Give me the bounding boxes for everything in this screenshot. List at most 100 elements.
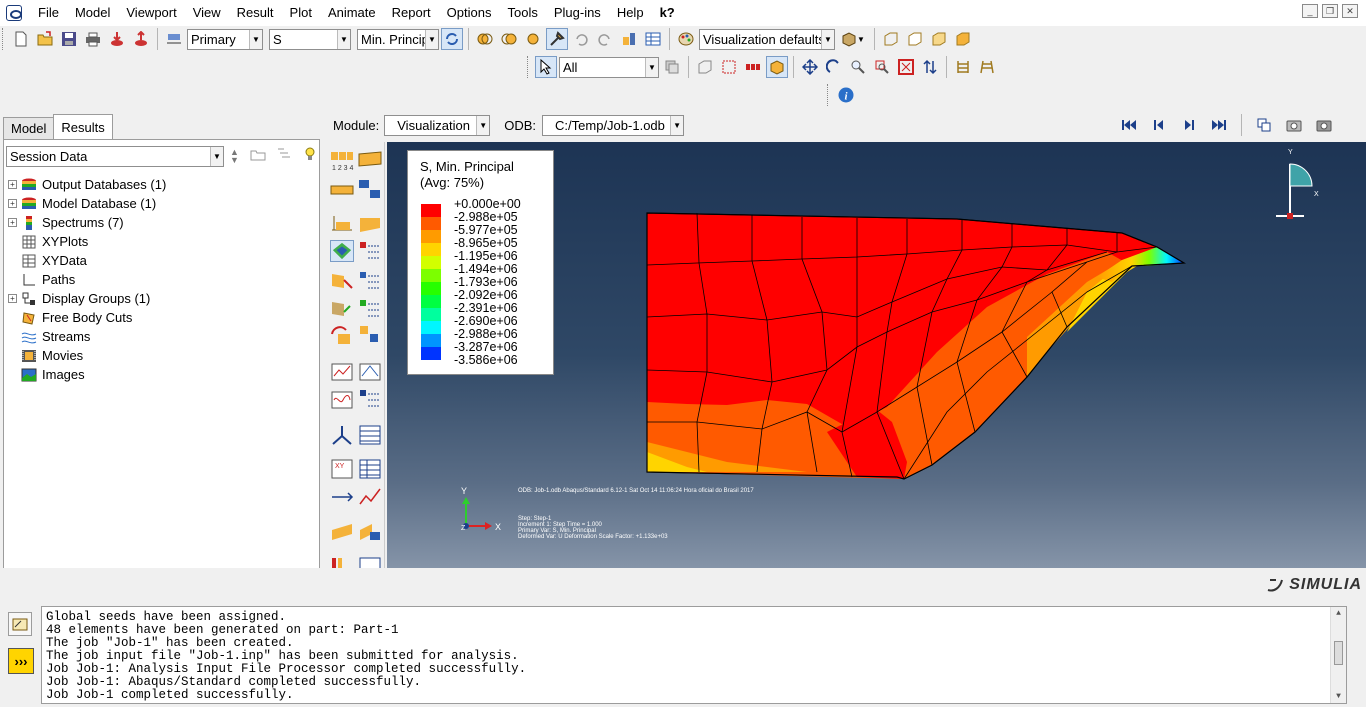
first-frame-icon[interactable] [1118,114,1140,136]
minimize-icon[interactable]: _ [1302,4,1318,18]
abaqus-app-icon[interactable] [6,5,22,21]
next-frame-icon[interactable] [1178,114,1200,136]
allow-multiple-plot-icon[interactable] [330,298,354,320]
lightbulb-icon[interactable] [302,146,318,165]
tree-item[interactable]: XYPlots [8,232,166,251]
auto-fit-icon[interactable] [895,56,917,78]
scroll-up-icon[interactable]: ▲ [1336,609,1341,618]
plot-contours-icon[interactable] [330,178,354,200]
material-orientation-icon[interactable] [330,270,354,292]
module-select[interactable]: Visualization ▼ [384,114,491,136]
select-arrow-icon[interactable] [535,56,557,78]
tab-results[interactable]: Results [53,114,113,139]
previous-frame-icon[interactable] [1148,114,1170,136]
expand-icon[interactable]: + [8,180,17,189]
tree-item[interactable]: + Model Database (1) [8,194,166,213]
hidden-line-icon[interactable] [904,28,926,50]
animate-icon[interactable] [330,324,354,346]
view-cut-manager-icon[interactable] [358,520,382,542]
camera-icon[interactable] [1283,114,1305,136]
create-xy-data-icon[interactable] [330,424,354,446]
xy-plot-icon[interactable]: XY [330,458,354,480]
tree-item[interactable]: + Spectrums (7) [8,213,166,232]
contour-settings-icon[interactable] [358,240,382,262]
odb-select[interactable]: C:/Temp/Job-1.odb ▼ [542,114,685,136]
section-icon[interactable] [952,56,974,78]
expand-icon[interactable]: + [8,218,17,227]
message-area-icon[interactable] [8,612,32,636]
selection-filter-select[interactable]: All ▼ [559,56,659,78]
visualization-defaults-select[interactable]: Visualization defaults ▼ [699,28,835,50]
orientation-options-icon[interactable] [358,270,382,292]
element-select-icon[interactable] [766,56,788,78]
scroll-thumb[interactable] [1334,641,1343,665]
save-icon[interactable] [58,28,80,50]
primary-variable-select[interactable]: Primary ▼ [187,28,263,50]
single-shape-icon[interactable] [522,28,544,50]
tree-item[interactable]: Free Body Cuts [8,308,166,327]
symbol-options-icon[interactable] [358,212,382,234]
copy-viewport-icon[interactable] [1253,114,1275,136]
menu-viewport[interactable]: Viewport [126,5,177,20]
python-command-icon[interactable]: ››› [8,648,34,674]
tree-item[interactable]: Images [8,365,166,384]
menu-result[interactable]: Result [236,5,274,20]
menu-help[interactable]: Help [616,5,644,20]
undo-icon[interactable] [570,28,592,50]
menu-model[interactable]: Model [74,5,111,20]
tools-icon[interactable] [618,28,640,50]
xy-data-manager-icon[interactable] [358,424,382,446]
symbol-plot-icon[interactable] [330,212,354,234]
contour-plot-icon[interactable] [330,240,354,262]
redo-icon[interactable] [594,28,616,50]
path-icon[interactable] [330,486,354,508]
last-frame-icon[interactable] [1208,114,1230,136]
stream-icon[interactable] [358,324,382,346]
parent-folder-icon[interactable] [250,146,266,165]
print-icon[interactable] [82,28,104,50]
context-help-button[interactable]: k? [659,5,675,20]
render-style-icon[interactable]: ▼ [837,28,869,50]
menu-options[interactable]: Options [446,5,492,20]
tree-item[interactable]: Movies [8,346,166,365]
tree-item[interactable]: + Display Groups (1) [8,289,166,308]
wireframe-icon[interactable] [880,28,902,50]
open-folder-icon[interactable] [34,28,56,50]
view-cut-icon[interactable] [330,520,354,542]
contour-options-icon[interactable] [358,178,382,200]
tab-model[interactable]: Model [3,117,55,139]
shaded-icon[interactable] [952,28,974,50]
message-scrollbar[interactable]: ▲ ▼ [1330,607,1346,703]
menu-report[interactable]: Report [391,5,431,20]
superimpose-icon[interactable] [498,28,520,50]
drag-select-icon[interactable] [661,56,683,78]
overlay-plot-icon[interactable] [474,28,496,50]
tree-item[interactable]: Streams [8,327,166,346]
table-view-icon[interactable] [642,28,664,50]
plot-deformed-icon[interactable] [358,150,382,172]
rotate-icon[interactable] [823,56,845,78]
import-database-icon[interactable] [106,28,128,50]
box-select-icon[interactable] [718,56,740,78]
camera-2-icon[interactable] [1313,114,1335,136]
expand-icon[interactable]: + [8,199,17,208]
updown-arrows-icon[interactable]: ▲ ▼ [230,147,239,165]
component-select[interactable]: Min. Principal ▼ [357,28,439,50]
xy-table-icon[interactable] [358,458,382,480]
menu-tools[interactable]: Tools [507,5,538,20]
plot-options-icon[interactable] [358,298,382,320]
menu-plot[interactable]: Plot [289,5,312,20]
display-group-tool-icon[interactable] [330,552,354,574]
ladder-icon[interactable] [976,56,998,78]
restore-icon[interactable]: ❐ [1322,4,1338,18]
close-icon[interactable]: ✕ [1342,4,1358,18]
animate-scale-icon[interactable] [358,360,382,382]
filter-tree-icon[interactable] [276,146,292,165]
zoom-icon[interactable] [847,56,869,78]
pan-icon[interactable] [799,56,821,78]
animation-options-icon[interactable] [358,388,382,410]
query-icon[interactable] [546,28,568,50]
plot-line-icon[interactable] [358,486,382,508]
tree-item[interactable]: + Output Databases (1) [8,175,166,194]
expand-icon[interactable]: + [8,294,17,303]
